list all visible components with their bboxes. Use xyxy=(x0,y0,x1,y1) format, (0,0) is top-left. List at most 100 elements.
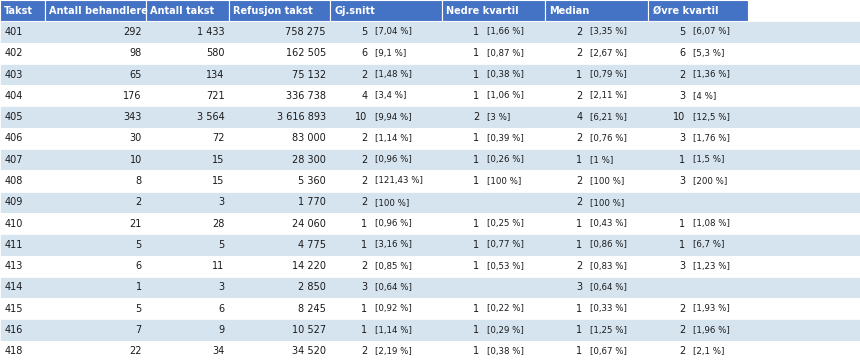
Bar xyxy=(0,149,860,171)
Text: 402: 402 xyxy=(4,48,23,58)
Text: 5: 5 xyxy=(361,27,367,37)
Text: 4: 4 xyxy=(576,112,582,122)
Text: 410: 410 xyxy=(4,219,22,228)
Text: 2: 2 xyxy=(361,134,367,143)
Text: 3: 3 xyxy=(576,282,582,292)
Bar xyxy=(0,191,860,213)
Text: 2 850: 2 850 xyxy=(298,282,326,292)
Text: [0,22 %]: [0,22 %] xyxy=(487,304,524,313)
Text: 10: 10 xyxy=(355,112,367,122)
Text: [1,08 %]: [1,08 %] xyxy=(693,219,730,228)
Text: 2: 2 xyxy=(576,176,582,186)
Text: 1: 1 xyxy=(136,282,142,292)
Text: [0,43 %]: [0,43 %] xyxy=(590,219,627,228)
Text: 411: 411 xyxy=(4,240,22,250)
Text: 2: 2 xyxy=(679,325,685,335)
Text: [6,21 %]: [6,21 %] xyxy=(590,113,627,122)
Text: 1: 1 xyxy=(576,304,582,314)
Text: [0,79 %]: [0,79 %] xyxy=(590,70,627,79)
Text: 5: 5 xyxy=(136,240,142,250)
Text: [6,07 %]: [6,07 %] xyxy=(693,28,730,37)
Text: [0,26 %]: [0,26 %] xyxy=(487,155,524,164)
Text: 34: 34 xyxy=(212,346,224,356)
Text: 9: 9 xyxy=(218,325,224,335)
Text: 28 300: 28 300 xyxy=(292,155,326,165)
Text: 6: 6 xyxy=(679,48,685,58)
Text: 2: 2 xyxy=(576,91,582,101)
Text: 404: 404 xyxy=(4,91,22,101)
Text: [1,48 %]: [1,48 %] xyxy=(375,70,412,79)
Bar xyxy=(648,0,748,21)
Text: 15: 15 xyxy=(212,176,224,186)
Text: 1 770: 1 770 xyxy=(298,197,326,207)
Text: [0,64 %]: [0,64 %] xyxy=(590,283,627,292)
Text: [0,76 %]: [0,76 %] xyxy=(590,134,627,143)
Text: 98: 98 xyxy=(130,48,142,58)
Text: 6: 6 xyxy=(361,48,367,58)
Text: [9,1 %]: [9,1 %] xyxy=(375,49,406,58)
Text: [0,92 %]: [0,92 %] xyxy=(375,304,412,313)
Text: 11: 11 xyxy=(212,261,224,271)
Text: 409: 409 xyxy=(4,197,22,207)
Bar xyxy=(146,0,229,21)
Text: [0,77 %]: [0,77 %] xyxy=(487,240,524,249)
Text: [1,14 %]: [1,14 %] xyxy=(375,134,412,143)
Text: [2,1 %]: [2,1 %] xyxy=(693,347,724,356)
Text: 343: 343 xyxy=(124,112,142,122)
Text: [0,39 %]: [0,39 %] xyxy=(487,134,524,143)
Text: 1: 1 xyxy=(473,325,479,335)
Text: [0,83 %]: [0,83 %] xyxy=(590,262,627,271)
Text: 2: 2 xyxy=(361,261,367,271)
Text: [0,38 %]: [0,38 %] xyxy=(487,70,524,79)
Text: [1,14 %]: [1,14 %] xyxy=(375,325,412,334)
Text: 3: 3 xyxy=(679,134,685,143)
Text: 3 564: 3 564 xyxy=(197,112,224,122)
Bar xyxy=(0,234,860,256)
Text: 6: 6 xyxy=(218,304,224,314)
Text: [3,16 %]: [3,16 %] xyxy=(375,240,412,249)
Text: 10 527: 10 527 xyxy=(292,325,326,335)
Text: 5: 5 xyxy=(679,27,685,37)
Text: 405: 405 xyxy=(4,112,23,122)
Text: [121,43 %]: [121,43 %] xyxy=(375,177,423,185)
Text: 2: 2 xyxy=(679,70,685,80)
Text: 1: 1 xyxy=(473,304,479,314)
Text: 414: 414 xyxy=(4,282,22,292)
Text: 1: 1 xyxy=(361,325,367,335)
Text: [1,66 %]: [1,66 %] xyxy=(487,28,524,37)
Text: [5,3 %]: [5,3 %] xyxy=(693,49,724,58)
Text: 1 433: 1 433 xyxy=(197,27,224,37)
Text: 10: 10 xyxy=(130,155,142,165)
Text: 415: 415 xyxy=(4,304,23,314)
Text: 406: 406 xyxy=(4,134,22,143)
Text: [3,35 %]: [3,35 %] xyxy=(590,28,627,37)
Text: 34 520: 34 520 xyxy=(292,346,326,356)
Text: [200 %]: [200 %] xyxy=(693,177,728,185)
Text: [100 %]: [100 %] xyxy=(590,198,624,207)
Bar xyxy=(0,43,860,64)
Text: 403: 403 xyxy=(4,70,22,80)
Text: 2: 2 xyxy=(361,197,367,207)
Text: 1: 1 xyxy=(679,155,685,165)
Text: 1: 1 xyxy=(576,346,582,356)
Text: [0,38 %]: [0,38 %] xyxy=(487,347,524,356)
Bar xyxy=(0,128,860,149)
Text: 5: 5 xyxy=(218,240,224,250)
Text: 24 060: 24 060 xyxy=(292,219,326,228)
Text: [100 %]: [100 %] xyxy=(375,198,409,207)
Text: 1: 1 xyxy=(473,219,479,228)
Text: 2: 2 xyxy=(576,48,582,58)
Text: Antall takst: Antall takst xyxy=(150,6,215,16)
Bar xyxy=(0,106,860,128)
Text: [12,5 %]: [12,5 %] xyxy=(693,113,730,122)
Text: 5 360: 5 360 xyxy=(298,176,326,186)
Text: [1 %]: [1 %] xyxy=(590,155,613,164)
Bar xyxy=(0,21,860,43)
Text: [1,25 %]: [1,25 %] xyxy=(590,325,627,334)
Text: 416: 416 xyxy=(4,325,22,335)
Text: 3 616 893: 3 616 893 xyxy=(277,112,326,122)
Text: 1: 1 xyxy=(473,70,479,80)
Bar xyxy=(0,85,860,106)
Text: [0,86 %]: [0,86 %] xyxy=(590,240,627,249)
Text: [0,85 %]: [0,85 %] xyxy=(375,262,412,271)
